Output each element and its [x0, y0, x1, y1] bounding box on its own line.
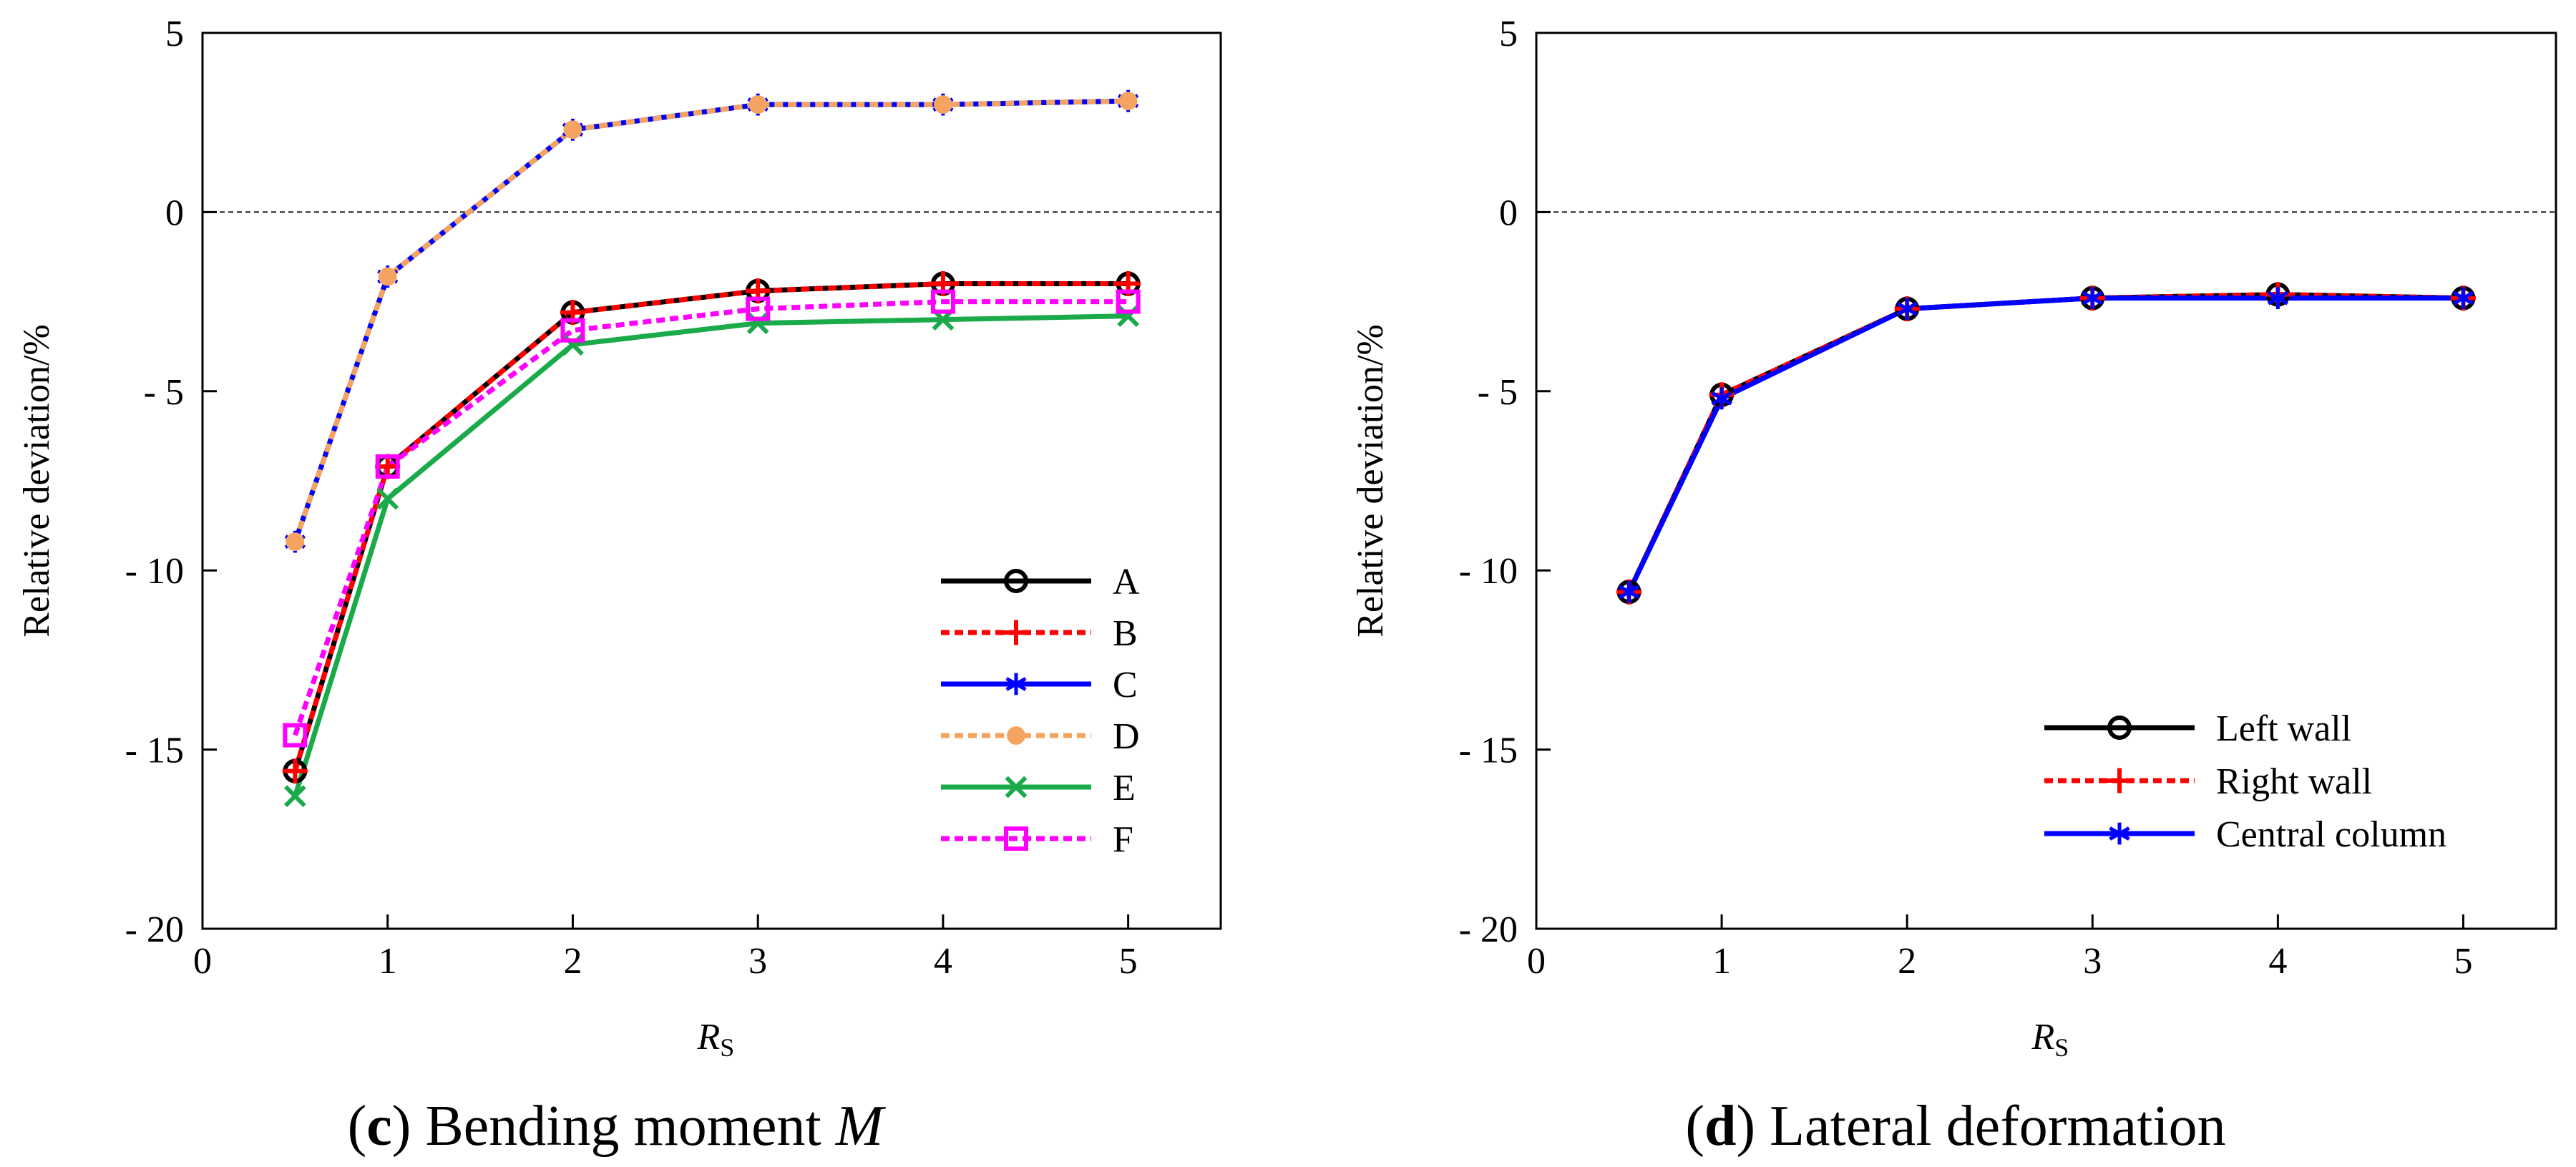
legend-label: Right wall — [2216, 761, 2372, 802]
y-tick-label: - 5 — [1478, 372, 1518, 413]
y-tick-label: - 10 — [125, 551, 184, 592]
legend-marker — [1005, 673, 1027, 695]
series-line-3 — [293, 98, 1128, 543]
data-point-marker — [748, 95, 768, 114]
data-point-marker — [1711, 387, 1732, 410]
legend-marker — [1003, 620, 1029, 645]
y-axis-title: Relative deviation/% — [16, 324, 57, 638]
legend-marker — [2107, 716, 2132, 740]
legend-marker — [1005, 776, 1028, 799]
data-point-marker — [746, 296, 771, 321]
y-tick-label: 5 — [1499, 14, 1518, 54]
legend-marker — [1004, 569, 1028, 593]
data-point-marker — [283, 723, 308, 748]
data-point-marker — [282, 758, 308, 784]
legend-marker — [2109, 822, 2130, 845]
legend-label: C — [1113, 665, 1138, 705]
data-point-marker — [2267, 287, 2288, 309]
y-tick-label: 5 — [165, 14, 184, 54]
x-axis-title: RS — [697, 1017, 735, 1062]
data-point-marker — [1618, 580, 1640, 603]
data-point-marker — [375, 454, 400, 479]
x-tick-label: 3 — [2083, 941, 2102, 982]
data-point-marker — [376, 487, 399, 510]
legend-marker — [1004, 826, 1028, 851]
plot-frame — [201, 31, 1222, 930]
x-tick-label: 2 — [563, 941, 582, 982]
series-line-5 — [293, 299, 1128, 736]
x-axis-title: RS — [2031, 1017, 2069, 1062]
x-tick-label: 4 — [934, 941, 952, 982]
data-point-marker — [1896, 298, 1918, 321]
panel-caption: (c) Bending moment M — [348, 1095, 887, 1158]
plot-frame — [1535, 31, 2557, 930]
legend-label: A — [1113, 562, 1140, 602]
legend-marker — [1007, 726, 1025, 745]
data-point-marker — [560, 318, 585, 343]
legend-label: F — [1113, 819, 1133, 860]
data-point-marker — [2082, 287, 2103, 309]
x-tick-label: 5 — [2454, 941, 2472, 982]
legend-label: B — [1113, 613, 1138, 654]
data-point-marker — [2452, 287, 2474, 309]
y-tick-label: - 20 — [125, 909, 184, 950]
legend-label: E — [1113, 768, 1136, 809]
y-tick-label: 0 — [1499, 192, 1518, 233]
y-tick-label: - 15 — [1459, 731, 1518, 771]
data-point-marker — [378, 267, 397, 286]
x-tick-label: 2 — [1898, 941, 1916, 982]
y-tick-label: 0 — [165, 192, 184, 233]
data-point-marker — [930, 289, 955, 314]
y-tick-label: - 20 — [1459, 909, 1518, 950]
legend-marker — [2107, 768, 2132, 794]
legend-label: Left wall — [2216, 708, 2351, 749]
panel-caption: (d) Lateral deformation — [1685, 1095, 2225, 1158]
series-line-4 — [293, 313, 1128, 797]
data-point-marker — [1116, 289, 1141, 314]
x-tick-label: 3 — [748, 941, 767, 982]
y-axis-title: Relative deviation/% — [1350, 324, 1391, 638]
data-point-marker — [1118, 92, 1138, 111]
x-tick-label: 0 — [193, 941, 212, 982]
x-tick-label: 4 — [2268, 941, 2287, 982]
data-point-marker — [286, 532, 305, 552]
x-tick-label: 0 — [1527, 941, 1546, 982]
legend-label: Central column — [2216, 814, 2446, 855]
y-tick-label: - 10 — [1459, 551, 1518, 592]
data-point-marker — [283, 785, 306, 808]
x-tick-label: 1 — [379, 941, 397, 982]
y-tick-label: - 15 — [125, 731, 184, 771]
panel-c-bending-moment: 0 1 2 3 4 5 5 0 - 5 - 10 - 15 - 20 RS Relative deviat… — [16, 14, 1222, 1158]
legend: Left wall Right wall Central column — [2044, 708, 2446, 855]
data-point-marker — [563, 120, 582, 140]
series-line-2 — [1626, 296, 2464, 593]
x-tick-label: 5 — [1119, 941, 1138, 982]
x-tick-label: 1 — [1712, 941, 1731, 982]
panel-d-lateral-deformation: 0 1 2 3 4 5 5 0 - 5 - 10 - 15 - 20 RS Relative deviat… — [1350, 14, 2557, 1158]
data-point-marker — [934, 95, 952, 114]
legend-label: D — [1113, 716, 1140, 757]
y-tick-label: - 5 — [144, 372, 184, 413]
